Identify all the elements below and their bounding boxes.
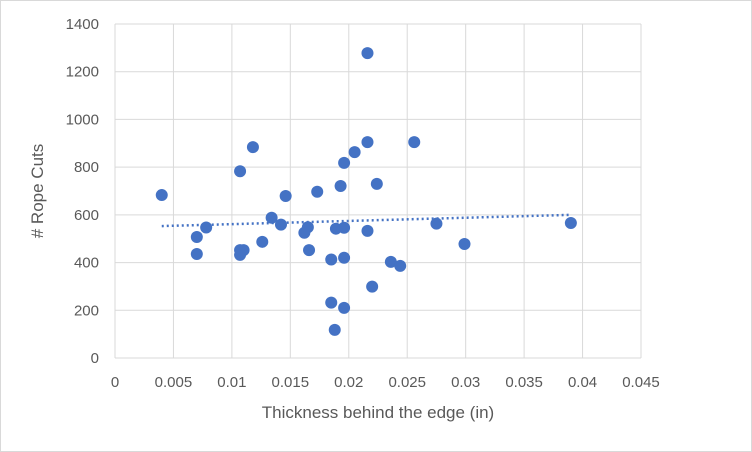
- x-tick-label: 0: [111, 374, 119, 391]
- data-point: [279, 190, 292, 203]
- x-axis-ticks: 0 0.005 0.01 0.015 0.02 0.025 0.03 0.035 0.04 0.0…: [111, 374, 660, 391]
- data-point: [265, 211, 278, 224]
- data-point: [338, 251, 351, 264]
- data-point: [361, 136, 374, 149]
- data-point: [325, 296, 338, 309]
- data-point: [408, 136, 421, 149]
- x-tick-label: 0.025: [388, 374, 426, 391]
- y-tick-label: 0: [91, 350, 99, 367]
- data-point: [361, 47, 374, 60]
- y-tick-label: 1400: [66, 16, 99, 33]
- data-points: [155, 47, 577, 336]
- x-tick-label: 0.04: [568, 374, 597, 391]
- y-tick-label: 800: [74, 159, 99, 176]
- y-axis-ticks: 0 200 400 600 800 1000 1200 1400: [66, 16, 99, 367]
- data-point: [190, 231, 203, 244]
- data-point: [338, 156, 351, 169]
- data-point: [564, 216, 577, 229]
- x-tick-label: 0.02: [334, 374, 363, 391]
- data-point: [394, 259, 407, 272]
- data-point: [303, 244, 316, 257]
- data-point: [458, 237, 471, 250]
- x-tick-label: 0.035: [505, 374, 543, 391]
- x-tick-label: 0.015: [272, 374, 310, 391]
- data-point: [246, 141, 259, 154]
- data-point: [234, 165, 247, 178]
- data-point: [200, 221, 213, 234]
- x-axis-title: Thickness behind the edge (in): [262, 403, 494, 422]
- data-point: [361, 224, 374, 237]
- data-point: [274, 218, 287, 231]
- y-tick-label: 600: [74, 207, 99, 224]
- data-point: [370, 177, 383, 190]
- y-axis-title: # Rope Cuts: [28, 144, 47, 239]
- x-tick-label: 0.005: [155, 374, 193, 391]
- data-point: [338, 301, 351, 314]
- y-tick-label: 200: [74, 302, 99, 319]
- data-point: [328, 323, 341, 336]
- data-point: [256, 235, 269, 248]
- data-point: [325, 253, 338, 266]
- data-point: [384, 255, 397, 268]
- data-point: [366, 280, 379, 293]
- data-point: [301, 221, 314, 234]
- data-point: [430, 217, 443, 230]
- trendline: [161, 213, 571, 228]
- data-point: [334, 179, 347, 192]
- data-point: [338, 221, 351, 234]
- data-point: [155, 189, 168, 202]
- y-tick-label: 400: [74, 255, 99, 272]
- data-point: [190, 247, 203, 260]
- x-tick-label: 0.03: [451, 374, 480, 391]
- x-tick-label: 0.01: [217, 374, 246, 391]
- y-tick-label: 1200: [66, 64, 99, 81]
- gridlines: [114, 23, 642, 358]
- x-tick-label: 0.045: [622, 374, 660, 391]
- data-point: [237, 244, 250, 257]
- y-tick-label: 1000: [66, 111, 99, 128]
- data-point: [348, 146, 361, 159]
- data-point: [311, 185, 324, 198]
